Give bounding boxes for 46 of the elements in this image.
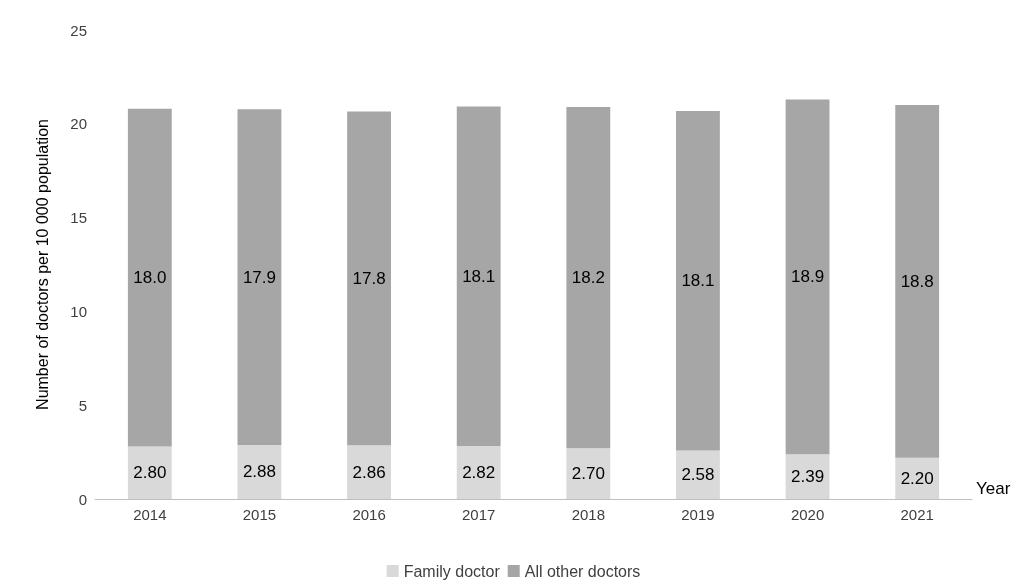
data-label: 2.20 [900,468,934,488]
data-label: 2.39 [791,467,825,487]
y-tick-label: 5 [78,396,87,414]
y-tick-label: 20 [70,115,87,133]
y-tick-label: 0 [78,490,87,508]
bar [456,446,501,499]
bar [347,445,391,499]
bar [676,111,720,451]
bar [895,105,940,458]
y-tick-label: 15 [70,209,87,227]
x-axis-title: Year [976,479,1011,498]
x-tick-label: 2020 [790,506,825,523]
y-axis-title: Number of doctors per 10 000 population [33,119,51,410]
bar [456,106,501,447]
x-tick-label: 2014 [133,506,167,523]
data-label: 2.58 [681,465,715,485]
data-label: 17.9 [242,267,276,287]
data-label: 2.88 [242,462,276,482]
legend-label: Family doctor [403,562,501,580]
bar [127,446,172,499]
y-tick-label: 25 [70,21,87,39]
x-tick-label: 2018 [571,506,605,523]
x-tick-label: 2019 [681,506,715,523]
data-label: 18.1 [681,271,715,291]
bar [237,109,282,445]
x-tick-label: 2017 [462,506,496,523]
data-label: 18.1 [462,266,496,286]
x-tick-label: 2015 [242,506,277,523]
bar [566,106,611,449]
bar [127,108,172,447]
y-tick-label: 10 [70,302,87,320]
legend-label: All other doctors [524,562,641,580]
data-label: 18.2 [571,268,605,288]
data-label: 2.86 [352,462,386,482]
bar [785,99,830,455]
data-label: 18.8 [900,271,934,291]
x-tick-label: 2021 [900,506,934,523]
data-label: 2.82 [462,463,496,483]
data-label: 17.8 [352,268,386,288]
data-label: 18.9 [791,267,825,287]
data-label: 18.0 [133,268,167,288]
x-tick-label: 2016 [352,506,386,523]
bar [566,448,611,499]
data-label: 2.80 [133,463,167,483]
bar [347,111,391,446]
data-label: 2.70 [571,464,605,484]
